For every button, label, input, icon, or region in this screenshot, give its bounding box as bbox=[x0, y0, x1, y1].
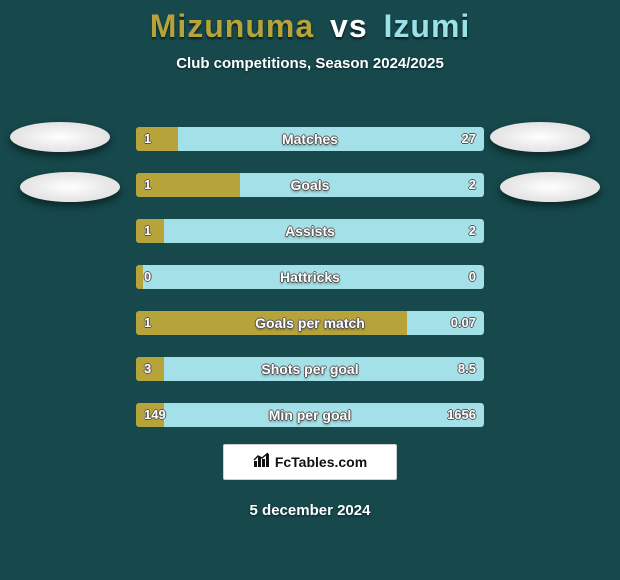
decor-ellipse bbox=[10, 122, 110, 152]
bars-icon bbox=[253, 451, 271, 474]
bar-label: Matches bbox=[136, 127, 484, 151]
title-player2: Izumi bbox=[384, 8, 471, 44]
logo-text: FcTables.com bbox=[275, 454, 367, 470]
comparison-bars: 127Matches 12Goals 12Assists 00Hattricks 10.… bbox=[136, 127, 484, 449]
title-vs: vs bbox=[330, 8, 368, 44]
page-title: Mizunuma vs Izumi bbox=[0, 0, 620, 45]
bar-row: 12Assists bbox=[136, 219, 484, 243]
subtitle: Club competitions, Season 2024/2025 bbox=[0, 55, 620, 72]
bar-row: 10.07Goals per match bbox=[136, 311, 484, 335]
comparison-infographic: Mizunuma vs Izumi Club competitions, Sea… bbox=[0, 0, 620, 580]
bar-label: Goals bbox=[136, 173, 484, 197]
bar-row: 12Goals bbox=[136, 173, 484, 197]
decor-ellipse bbox=[20, 172, 120, 202]
bar-label: Goals per match bbox=[136, 311, 484, 335]
decor-ellipse bbox=[500, 172, 600, 202]
source-logo: FcTables.com bbox=[223, 444, 397, 480]
bar-row: 38.5Shots per goal bbox=[136, 357, 484, 381]
bar-row: 00Hattricks bbox=[136, 265, 484, 289]
bar-label: Min per goal bbox=[136, 403, 484, 427]
bar-row: 127Matches bbox=[136, 127, 484, 151]
bar-label: Assists bbox=[136, 219, 484, 243]
date-text: 5 december 2024 bbox=[0, 502, 620, 519]
title-player1: Mizunuma bbox=[150, 8, 314, 44]
bar-row: 1491656Min per goal bbox=[136, 403, 484, 427]
bar-label: Hattricks bbox=[136, 265, 484, 289]
bar-label: Shots per goal bbox=[136, 357, 484, 381]
decor-ellipse bbox=[490, 122, 590, 152]
